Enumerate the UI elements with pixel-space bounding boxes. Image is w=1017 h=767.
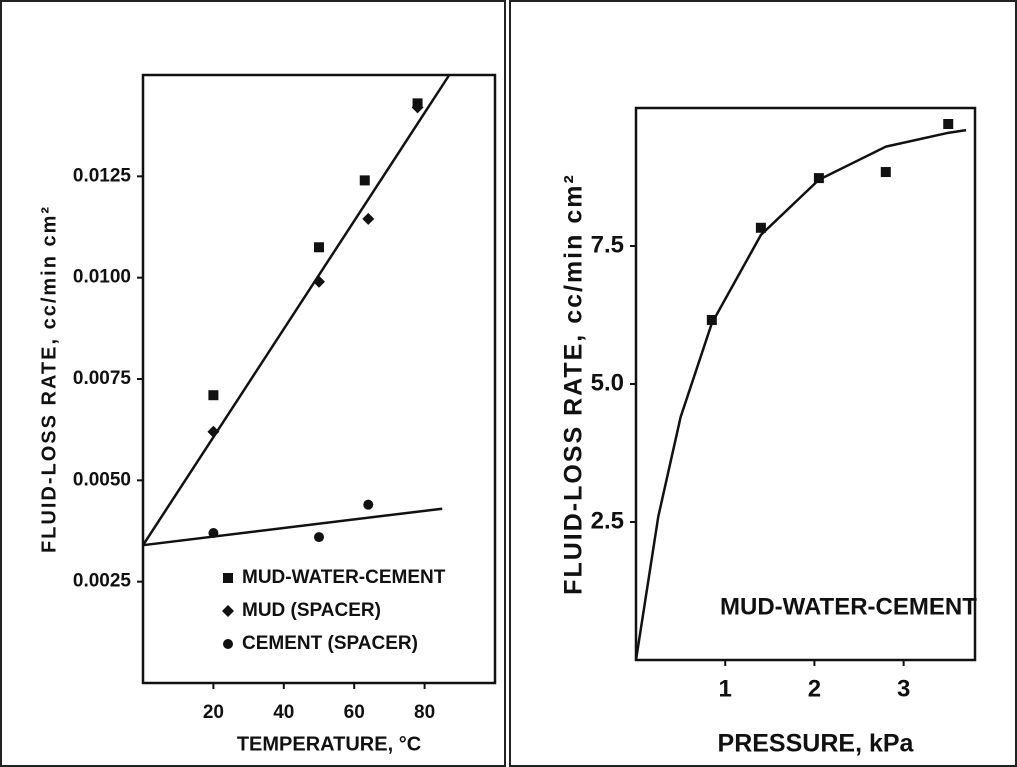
data-point — [706, 314, 717, 325]
data-point — [313, 275, 325, 288]
data-point — [411, 101, 424, 114]
x-tick-label: 1 — [719, 675, 732, 702]
data-point — [314, 532, 324, 543]
x-tick-label: 80 — [414, 702, 435, 723]
y-tick-label: 0.0100 — [73, 267, 131, 288]
legend-marker — [223, 573, 233, 583]
data-point — [208, 390, 219, 401]
x-axis-label: TEMPERATURE, °C — [237, 733, 421, 755]
y-tick-label: 0.0125 — [73, 165, 132, 186]
plot-frame — [141, 73, 497, 685]
y-axis-label: FLUID-LOSS RATE, cc/min cm² — [38, 205, 60, 553]
data-point — [314, 242, 324, 253]
data-point — [359, 175, 370, 186]
right-panel-frame — [509, 0, 1017, 767]
legend-label: MUD-WATER-CEMENT — [720, 593, 977, 620]
legend-marker — [222, 605, 234, 617]
x-tick-label: 3 — [897, 675, 910, 702]
data-point — [755, 222, 766, 233]
data-point — [363, 499, 374, 510]
x-tick-label: 40 — [273, 702, 294, 723]
fit-line — [141, 74, 451, 546]
data-point — [943, 119, 954, 130]
y-tick-label: 0.0050 — [73, 469, 131, 490]
y-tick-label: 7.5 — [591, 231, 624, 258]
y-tick-label: 0.0075 — [73, 368, 132, 389]
data-point — [880, 167, 891, 178]
data-point — [207, 425, 220, 438]
legend-label: MUD (SPACER) — [242, 600, 381, 621]
data-point — [362, 212, 375, 225]
x-tick-label: 60 — [344, 702, 365, 723]
legend-label: CEMENT (SPACER) — [242, 633, 418, 654]
legend-label: MUD-WATER-CEMENT — [242, 567, 446, 588]
fit-line — [634, 128, 967, 661]
y-tick-label: 2.5 — [591, 507, 624, 534]
legend-marker — [223, 639, 233, 649]
x-tick-label: 20 — [203, 702, 224, 723]
y-axis-label: FLUID-LOSS RATE, cc/min cm² — [560, 173, 588, 595]
x-tick-label: 2 — [808, 675, 821, 702]
y-tick-label: 5.0 — [591, 369, 624, 396]
x-axis-label: PRESSURE, kPa — [718, 730, 915, 758]
y-tick-label: 0.0025 — [73, 571, 132, 592]
data-point — [208, 528, 219, 539]
data-point — [813, 173, 824, 184]
fit-line — [142, 507, 443, 547]
left-panel-frame — [0, 0, 506, 767]
